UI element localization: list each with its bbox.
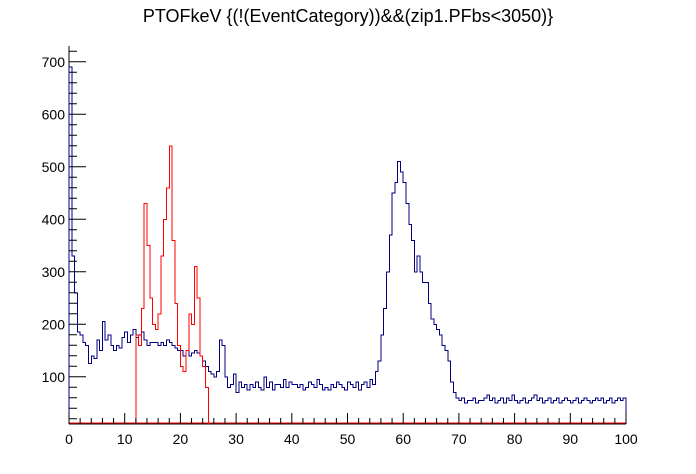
- y-tick-label: 400: [42, 211, 66, 227]
- y-tick-label: 700: [42, 54, 66, 70]
- x-tick-label: 50: [340, 431, 356, 447]
- x-tick-label: 0: [65, 431, 73, 447]
- y-tick-label: 100: [42, 369, 66, 385]
- x-tick-label: 30: [228, 431, 244, 447]
- x-tick-label: 100: [614, 431, 638, 447]
- y-tick-label: 300: [42, 264, 66, 280]
- x-tick-label: 90: [563, 431, 579, 447]
- y-tick-label: 200: [42, 316, 66, 332]
- histogram-series-0: [68, 66, 627, 424]
- x-tick-label: 60: [395, 431, 411, 447]
- x-tick-label: 10: [117, 431, 133, 447]
- x-tick-label: 40: [284, 431, 300, 447]
- x-tick-label: 70: [451, 431, 467, 447]
- histogram-series-1: [135, 145, 209, 424]
- y-tick-label: 500: [42, 159, 66, 175]
- y-tick-label: 600: [42, 106, 66, 122]
- x-tick-label: 20: [173, 431, 189, 447]
- x-tick-label: 80: [507, 431, 523, 447]
- chart-title: PTOFkeV {(!(EventCategory))&&(zip1.PFbs<…: [142, 6, 554, 26]
